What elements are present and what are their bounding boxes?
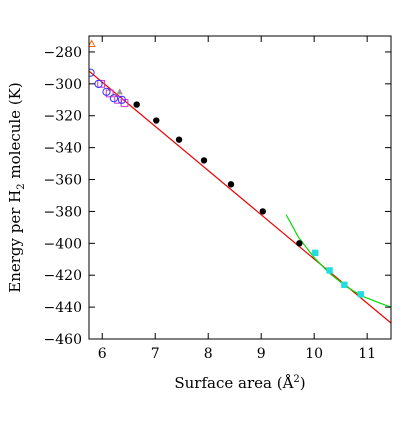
x-axis-title: Surface area (Å2): [174, 374, 305, 392]
y-tick-label: −360: [44, 173, 82, 189]
data-point-filled-circle: [227, 181, 235, 188]
x-tick-label: 7: [151, 346, 160, 362]
y-tick-label: −400: [44, 236, 82, 252]
x-tick-label: 6: [98, 346, 107, 362]
y-axis-title-subscript: 2: [16, 183, 27, 189]
data-point-filled-circle: [200, 157, 208, 164]
x-tick-label: 8: [204, 346, 213, 362]
data-point-filled-circle: [133, 101, 140, 108]
data-point-filled-circle: [259, 208, 266, 215]
data-point-filled-square: [357, 291, 364, 298]
tick-layer: 6 7 8 9 10 11 −280 −300 −320 −340 −360 −380 −400 −420…: [44, 36, 391, 362]
data-point-open-circle: [117, 95, 126, 104]
y-tick-label: −300: [44, 77, 82, 93]
data-layer: [89, 39, 391, 324]
x-axis-title-exponent: 2: [293, 374, 299, 385]
x-axis-title-main: Surface area (: [174, 374, 282, 392]
fit-line-curve: [285, 214, 391, 308]
data-point-filled-square: [326, 267, 333, 274]
x-axis-title-close: ): [300, 374, 306, 392]
data-point-open-circle: [89, 68, 95, 77]
data-point-filled-circle: [153, 117, 160, 124]
y-axis-title: Energy per H2 molecule (K): [6, 82, 27, 293]
y-axis-title-main: Energy per H: [6, 190, 24, 293]
data-point-open-circle: [94, 79, 103, 88]
x-tick-label: 9: [257, 346, 266, 362]
data-point-filled-triangle: [116, 88, 123, 95]
x-tick-label: 10: [305, 346, 323, 362]
data-point-open-triangle: [89, 39, 96, 47]
fit-line-straight: [89, 70, 391, 324]
data-point-open-circle: [109, 94, 119, 103]
y-tick-label: −280: [44, 45, 82, 61]
data-point-filled-square: [341, 281, 348, 288]
data-point-filled-circle: [296, 240, 303, 247]
data-point-filled-square: [312, 249, 319, 257]
y-tick-label: −420: [44, 268, 82, 284]
y-axis-title-rest: molecule (K): [6, 82, 24, 183]
data-point-open-circle: [102, 87, 111, 96]
x-tick-label: 11: [358, 346, 376, 362]
x-axis-title-unit: Å: [282, 374, 294, 392]
data-point-open-square: [97, 79, 106, 88]
plot-frame: [88, 35, 392, 340]
y-tick-label: −440: [44, 300, 82, 316]
data-point-filled-circle: [175, 136, 183, 143]
y-tick-label: −380: [44, 204, 82, 220]
y-tick-label: −340: [44, 141, 82, 157]
y-tick-label: −460: [44, 332, 82, 348]
y-tick-label: −320: [44, 109, 82, 125]
